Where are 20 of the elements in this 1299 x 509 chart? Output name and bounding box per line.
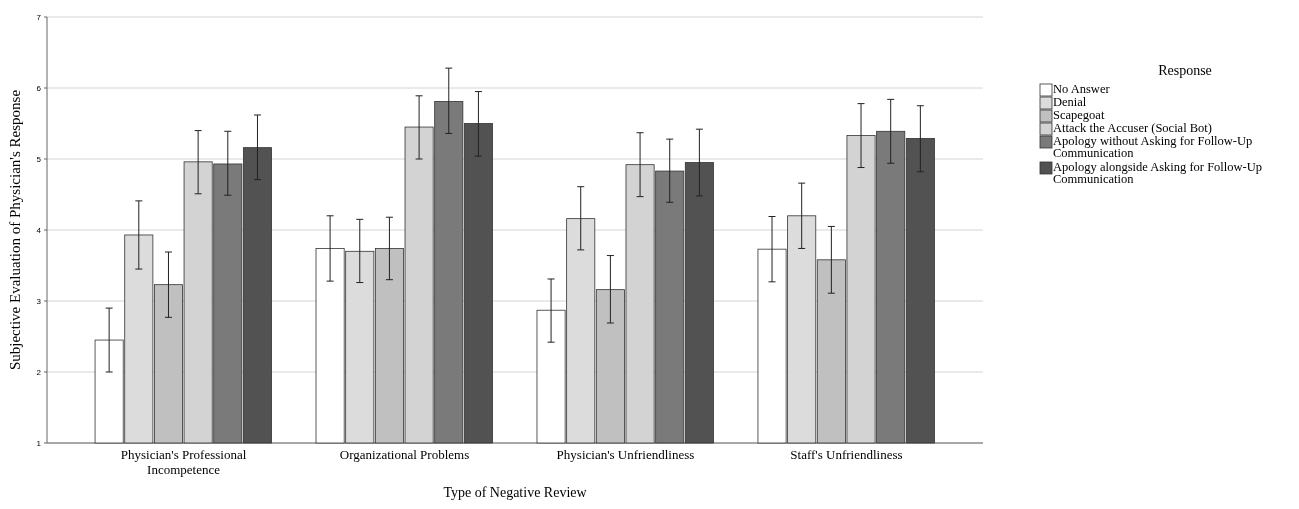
legend-label: No Answer <box>1053 82 1111 96</box>
y-tick-label: 6 <box>36 83 42 93</box>
legend-label: Attack the Accuser (Social Bot) <box>1053 121 1212 135</box>
y-axis-title: Subjective Evaluation of Physician's Response <box>7 89 23 371</box>
legend-label: Denial <box>1053 95 1087 109</box>
x-axis-title: Type of Negative Review <box>443 485 588 500</box>
y-tick-label: 7 <box>36 12 42 22</box>
legend-title: Response <box>1158 63 1212 78</box>
y-tick-label: 1 <box>36 438 42 448</box>
legend-label: Scapegoat <box>1053 108 1105 122</box>
x-tick-label: Physician's Unfriendliness <box>556 447 695 462</box>
x-tick-label: Physician's Professional Incompetence <box>120 447 247 477</box>
legend-label: Apology without Asking for Follow-Up Communication <box>1053 134 1253 160</box>
y-tick-label: 4 <box>36 225 42 235</box>
x-tick-label: Staff's Unfriendliness <box>790 447 903 462</box>
y-tick-label: 5 <box>36 154 42 164</box>
y-tick-label: 3 <box>36 296 42 306</box>
x-tick-label: Organizational Problems <box>339 447 470 462</box>
legend-label: Apology alongside Asking for Follow-Up Communication <box>1053 160 1263 186</box>
y-tick-label: 2 <box>36 367 42 377</box>
